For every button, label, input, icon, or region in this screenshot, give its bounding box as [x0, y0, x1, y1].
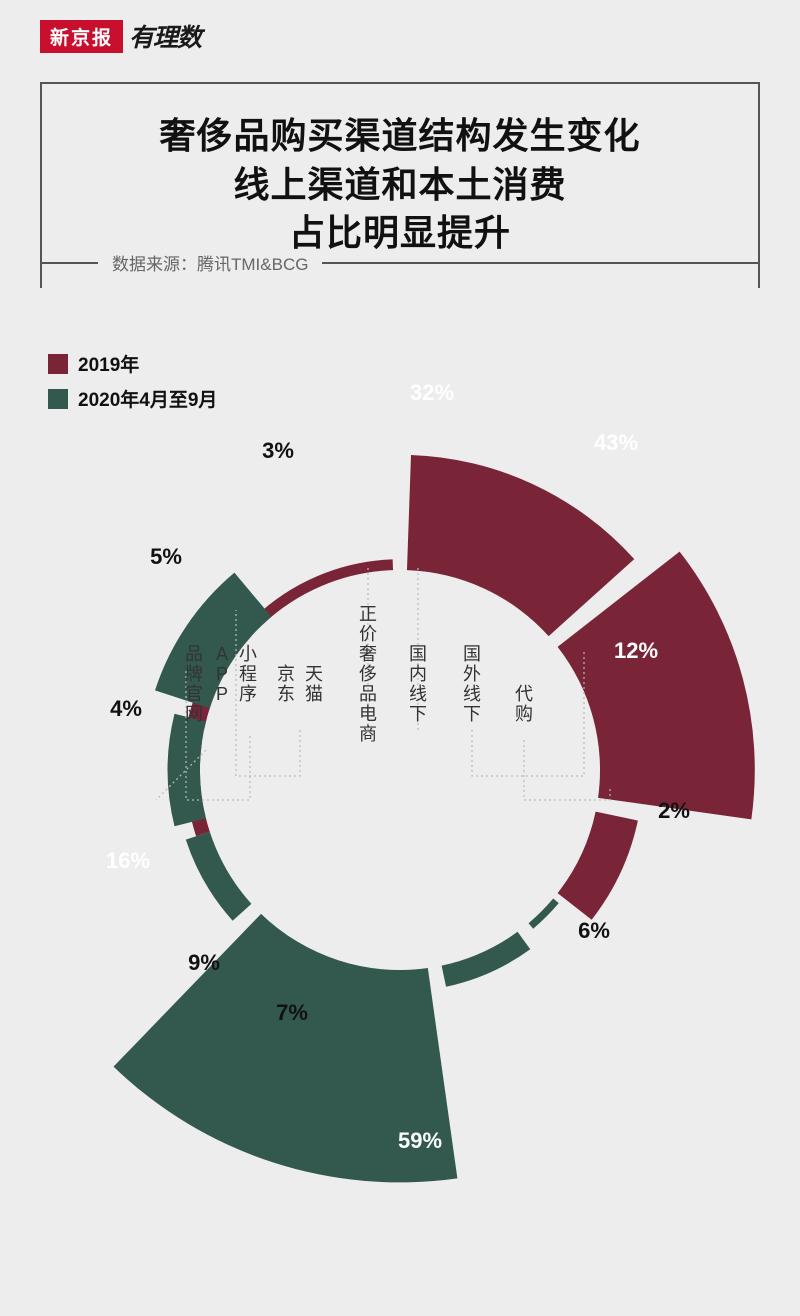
pct-9: 9%	[188, 950, 220, 975]
logo-box: 新京报	[40, 20, 123, 53]
pct-12: 12%	[614, 638, 658, 663]
radial-bar-chart: 国内线下 国外线下 代购 正价奢侈品电商 天猫 京东 小程序 APP 品牌官网 …	[0, 310, 800, 1310]
cat-daigou: 代购	[515, 684, 533, 724]
pct-32: 32%	[410, 380, 454, 405]
cat-tmall: 天猫	[305, 664, 323, 704]
pct-5: 5%	[150, 544, 182, 569]
frame-rule-left	[40, 262, 98, 264]
title-line-1: 奢侈品购买渠道结构发生变化	[42, 112, 758, 161]
logo-script: 有理数	[129, 18, 201, 54]
wedge-2019-domestic_offline	[407, 455, 634, 636]
pct-2: 2%	[658, 798, 690, 823]
title-line-2: 线上渠道和本土消费	[42, 161, 758, 210]
publisher-logo: 新京报 有理数	[40, 18, 201, 54]
pct-43: 43%	[594, 430, 638, 455]
source-row: 数据来源：腾讯TMI&BCG	[40, 250, 760, 275]
pct-4: 4%	[110, 696, 142, 721]
frame-rule-right	[322, 262, 760, 264]
data-source: 数据来源：腾讯TMI&BCG	[98, 250, 322, 275]
pct-16: 16%	[106, 848, 150, 873]
cat-app: APP	[216, 644, 228, 704]
wedge-2020-overseas_offline	[442, 932, 531, 987]
cat-miniprog: 小程序	[239, 644, 257, 704]
cat-jd: 京东	[277, 664, 295, 704]
wedge-2019-daigou	[558, 812, 638, 920]
pct-7: 7%	[276, 1000, 308, 1025]
leader-daigou	[524, 740, 610, 800]
wedge-2020-app_miniprogram	[168, 714, 206, 826]
wedge-2020-tmall_jd	[186, 832, 252, 921]
wedge-2020-daigou	[529, 899, 559, 929]
cat-brand: 品牌官网	[185, 644, 203, 724]
cat-overseas: 国外线下	[463, 644, 481, 724]
pct-3: 3%	[262, 438, 294, 463]
pct-59: 59%	[398, 1128, 442, 1153]
pct-6: 6%	[578, 918, 610, 943]
cat-domestic: 国内线下	[409, 644, 427, 724]
cat-luxecom: 正价奢侈品电商	[359, 604, 377, 744]
